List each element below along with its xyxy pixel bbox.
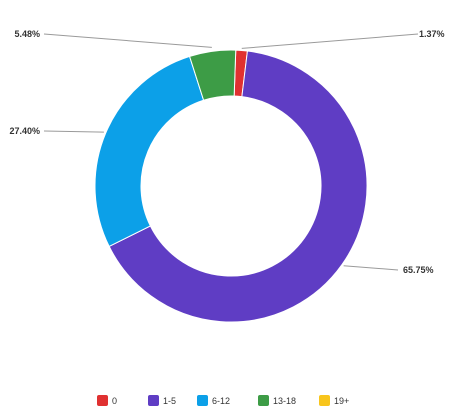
slice-6-12[interactable]	[94, 55, 205, 248]
slice-label-13-18: 5.48%	[14, 29, 40, 39]
slice-1-5[interactable]	[108, 50, 368, 323]
leader-line-0	[241, 33, 419, 49]
leader-line-6-12	[43, 130, 104, 133]
slice-label-0: 1.37%	[419, 29, 445, 39]
legend-item-1-5[interactable]: 1-5	[148, 395, 176, 406]
legend-label-6-12: 6-12	[212, 396, 230, 406]
slice-13-18[interactable]	[188, 49, 237, 101]
legend-item-13-18[interactable]: 13-18	[258, 395, 296, 406]
legend-swatch-1-5	[148, 395, 159, 406]
leader-line-1-5	[343, 265, 399, 271]
slice-labels: 1.37% 65.75% 27.40% 5.48%	[9, 29, 444, 275]
slice-label-1-5: 65.75%	[403, 265, 434, 275]
legend-swatch-13-18	[258, 395, 269, 406]
legend[interactable]: 0 1-5 6-12 13-18 19+	[97, 395, 349, 406]
legend-label-1-5: 1-5	[163, 396, 176, 406]
legend-swatch-0	[97, 395, 108, 406]
slice-label-6-12: 27.40%	[9, 126, 40, 136]
legend-item-6-12[interactable]: 6-12	[197, 395, 230, 406]
legend-label-0: 0	[112, 396, 117, 406]
donut-slices	[94, 49, 368, 323]
legend-item-0[interactable]: 0	[97, 395, 117, 406]
legend-item-19+[interactable]: 19+	[319, 395, 349, 406]
legend-label-19+: 19+	[334, 396, 349, 406]
leader-line-13-18	[43, 33, 212, 48]
legend-label-13-18: 13-18	[273, 396, 296, 406]
legend-swatch-19+	[319, 395, 330, 406]
legend-swatch-6-12	[197, 395, 208, 406]
